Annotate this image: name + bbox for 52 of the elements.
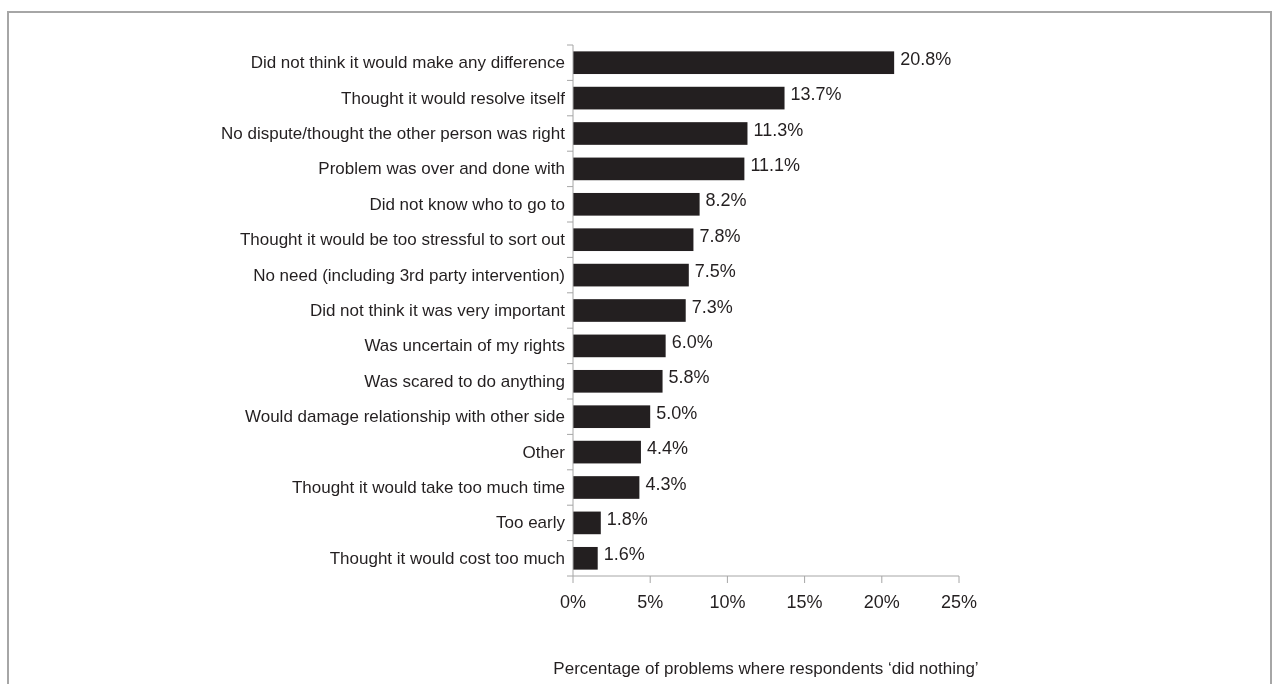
x-tick-label: 5% [637,592,664,612]
y-tick-label: Too early [496,513,566,533]
data-label: 20.8% [900,48,952,69]
bar [573,157,745,181]
bar [573,51,895,75]
x-tick-label: 10% [709,592,746,612]
data-label: 7.5% [694,261,736,282]
bar [573,86,785,110]
x-tick-label: 0% [559,592,587,612]
y-tick-label: No dispute/thought the other person was right [221,124,566,143]
x-tick-label: 25% [940,592,978,612]
y-tick-label: Thought it would resolve itself [341,88,566,108]
data-label: 13.7% [790,84,842,105]
bar [573,440,641,464]
y-tick-label: Did not know who to go to [369,194,565,214]
data-label: 5.8% [668,367,710,388]
data-label: 11.1% [750,154,801,175]
data-label: 4.3% [645,473,687,494]
bar [573,192,700,216]
data-label: 7.3% [691,296,733,317]
y-tick-label: Did not think it was very important [309,301,566,320]
bar [573,546,598,570]
y-tick-label: Other [522,442,566,462]
data-label: 1.8% [606,508,648,529]
data-label: 6.0% [671,331,713,352]
data-label: 4.4% [646,438,688,459]
bar [573,299,686,322]
data-label: 5.0% [656,402,698,423]
y-tick-label: Did not think it would make any difference [250,53,565,73]
bar [573,511,601,535]
y-tick-label: Was uncertain of my rights [364,336,565,356]
y-tick-label: Thought it would cost too much [329,548,565,568]
y-tick-label: Problem was over and done with [318,159,565,179]
y-tick-label: No need (including 3rd party intervention) [253,265,565,285]
y-tick-label: Would damage relationship with other side [244,407,565,427]
bar [573,369,663,393]
x-tick-label: 20% [863,592,900,612]
bar [573,405,651,429]
data-label: 7.8% [699,225,741,246]
y-tick-label: Was scared to do anything [364,371,565,391]
bar [573,122,748,145]
y-tick-label: Thought it would be too stressful to sort out [239,230,566,250]
data-label: 8.2% [705,190,747,211]
y-tick-label: Thought it would take too much time [291,478,565,497]
data-label: 11.3% [753,119,804,140]
bar [573,263,689,287]
data-label: 1.6% [603,544,645,565]
x-axis-title: Percentage of problems where respondents ‘did nothing’ [553,659,979,678]
bar [573,476,640,499]
bar [573,334,666,358]
bar [573,228,694,252]
x-tick-label: 15% [786,592,823,612]
